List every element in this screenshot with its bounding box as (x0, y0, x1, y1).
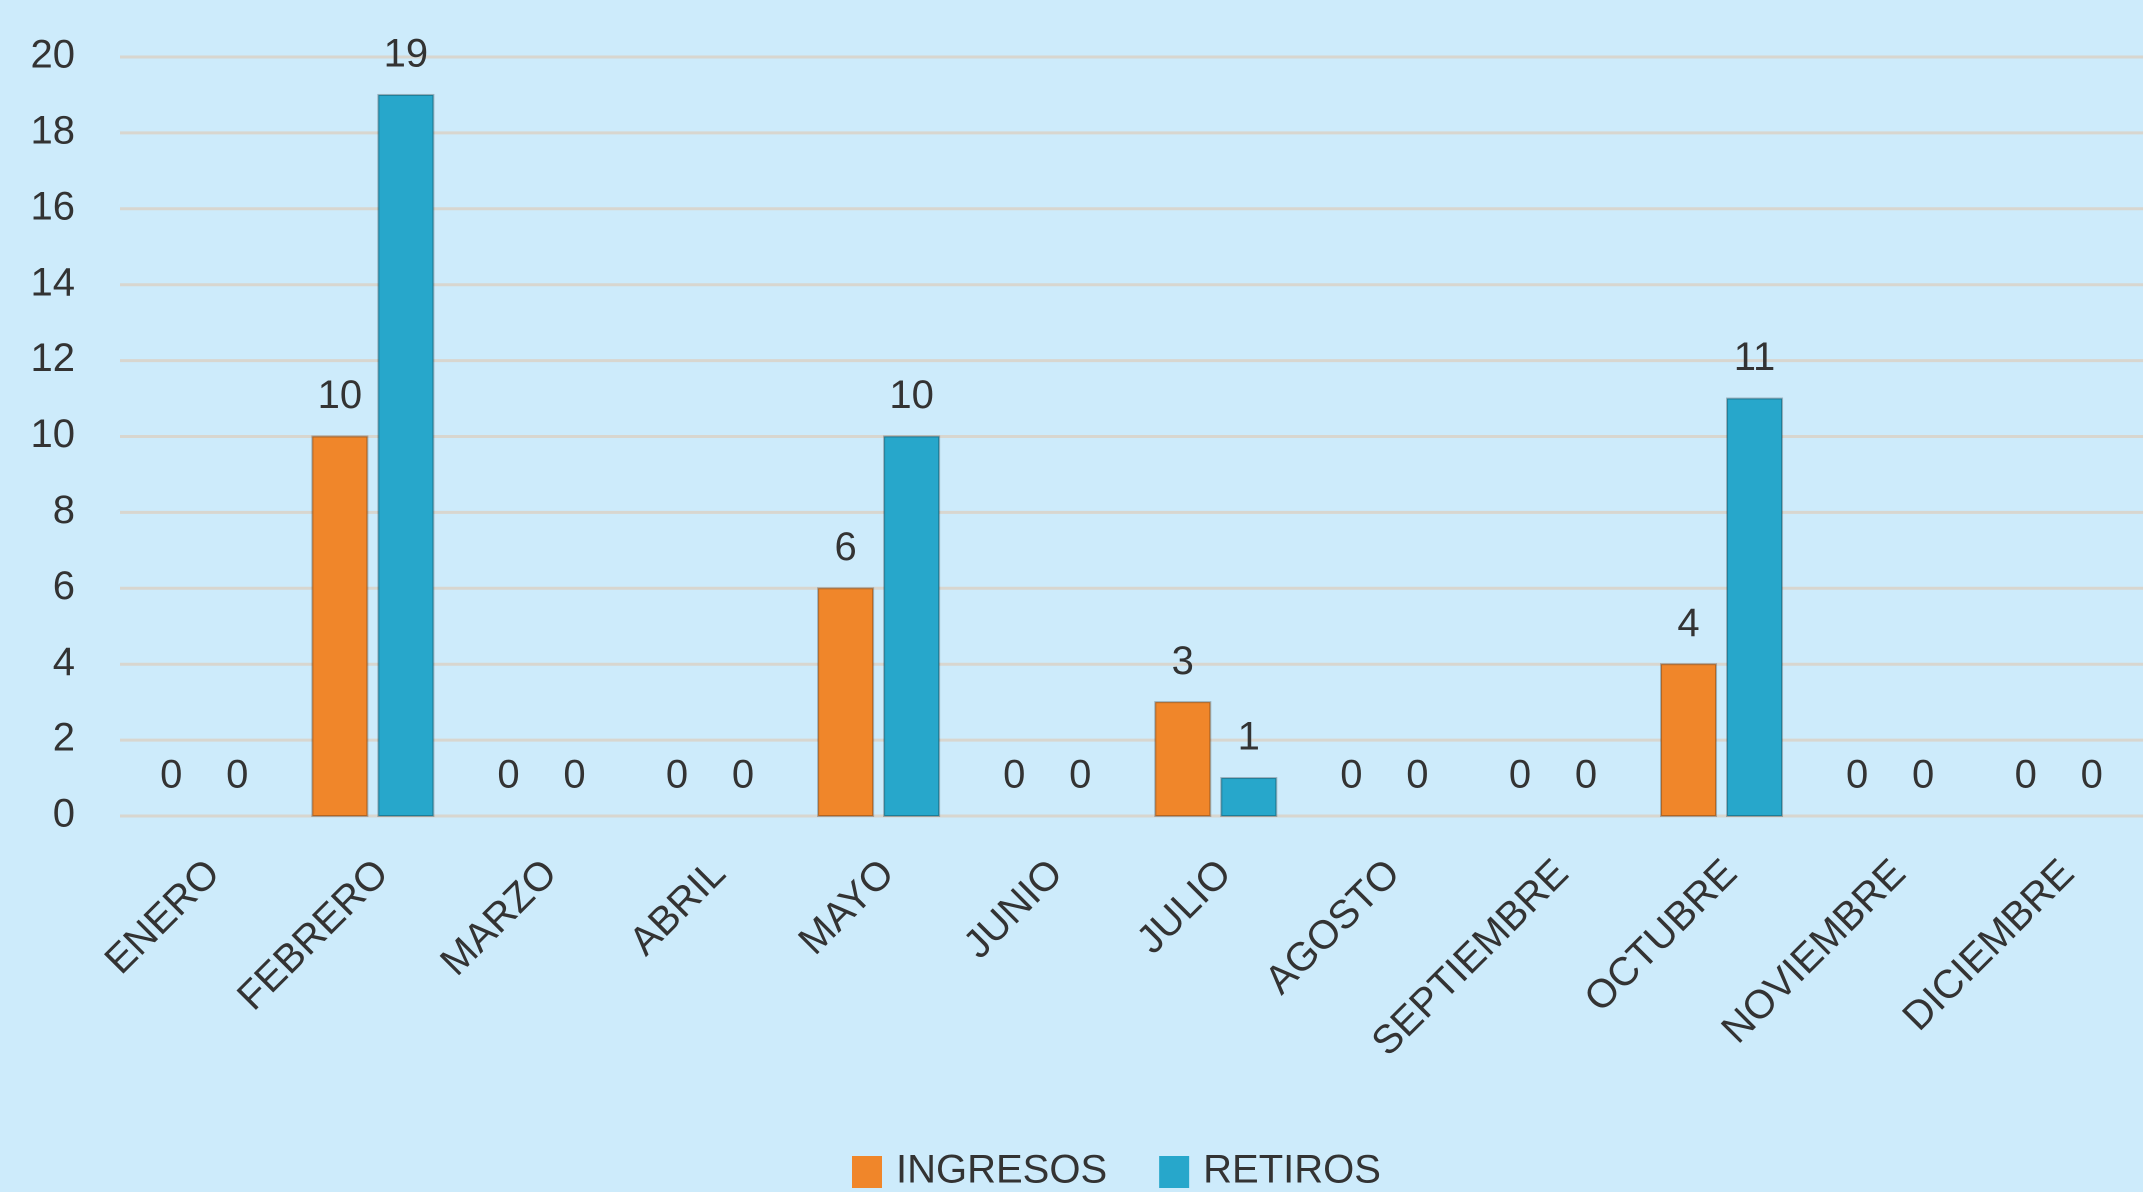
value-label: 0 (497, 753, 519, 797)
x-tick-label: AGOSTO (1257, 851, 1409, 1003)
value-label: 4 (1677, 601, 1699, 645)
x-tick-label: OCTUBRE (1576, 851, 1745, 1020)
value-label: 0 (563, 753, 585, 797)
value-label: 10 (318, 373, 363, 417)
y-tick-label: 10 (31, 412, 76, 456)
value-label: 19 (384, 32, 429, 76)
y-tick-label: 20 (31, 33, 76, 77)
y-tick-label: 14 (31, 260, 76, 304)
x-tick-label: MARZO (432, 851, 565, 984)
bar (1154, 701, 1212, 818)
value-label: 0 (1069, 753, 1091, 797)
y-tick-label: 2 (53, 716, 75, 760)
value-label: 0 (1575, 753, 1597, 797)
x-tick-label: JULIO (1128, 851, 1239, 962)
x-tick-label: ENERO (96, 851, 228, 983)
value-label: 0 (1912, 753, 1934, 797)
value-label: 0 (1340, 753, 1362, 797)
value-label: 10 (889, 373, 934, 417)
legend-label: RETIROS (1203, 1148, 1381, 1192)
value-label: 0 (732, 753, 754, 797)
value-label: 0 (2081, 753, 2103, 797)
value-label: 6 (835, 525, 857, 569)
y-tick-label: 16 (31, 184, 76, 228)
y-tick-label: 18 (31, 108, 76, 152)
x-tick-label: JUNIO (955, 851, 1071, 967)
x-tick-label: MAYO (790, 851, 902, 963)
value-label: 0 (1509, 753, 1531, 797)
bar (883, 435, 941, 817)
bar (377, 93, 435, 817)
value-label: 0 (666, 753, 688, 797)
x-tick-label: DICIEMBRE (1894, 851, 2082, 1039)
y-tick-label: 8 (53, 488, 75, 532)
y-tick-label: 4 (53, 640, 75, 684)
y-tick-label: 0 (53, 792, 75, 836)
value-label: 0 (1846, 753, 1868, 797)
value-label: 0 (160, 753, 182, 797)
value-label: 0 (1003, 753, 1025, 797)
y-tick-label: 12 (31, 336, 76, 380)
bar (1660, 663, 1718, 818)
value-label: 3 (1172, 639, 1194, 683)
legend-label: INGRESOS (896, 1148, 1107, 1192)
x-tick-label: ABRIL (621, 851, 734, 964)
legend-swatch (852, 1156, 882, 1188)
value-label: 0 (1406, 753, 1428, 797)
value-label: 0 (2015, 753, 2037, 797)
value-label: 11 (1734, 335, 1776, 379)
bar (1220, 777, 1278, 817)
y-tick-label: 6 (53, 564, 75, 608)
value-label: 0 (226, 753, 248, 797)
x-tick-label: FEBRERO (229, 851, 397, 1019)
legend-swatch (1159, 1156, 1190, 1188)
bar (1726, 397, 1784, 817)
bar (311, 435, 369, 817)
bar (817, 587, 875, 817)
value-label: 1 (1238, 715, 1260, 759)
